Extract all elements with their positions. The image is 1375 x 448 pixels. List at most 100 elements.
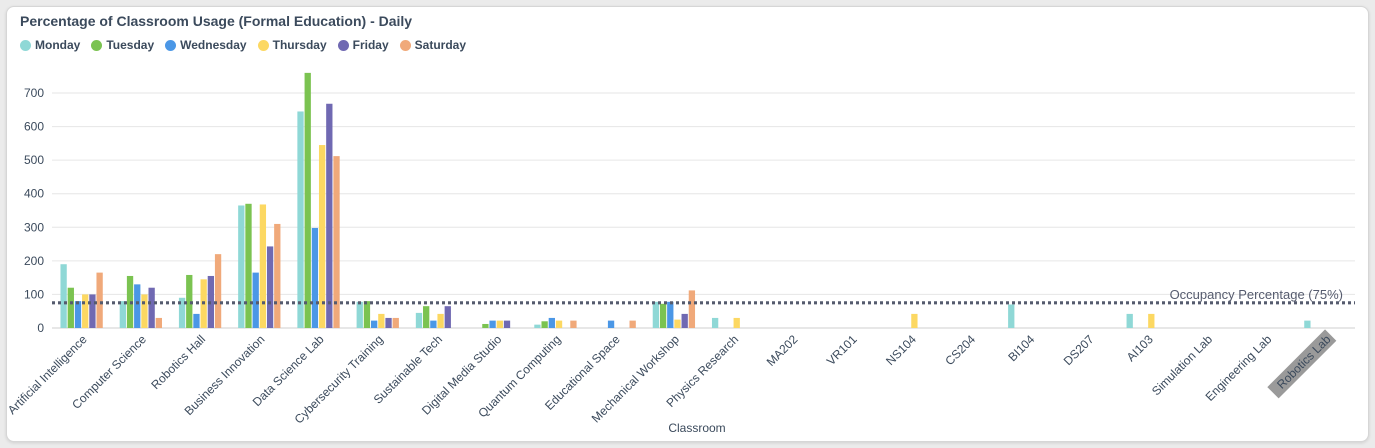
bar-wednesday — [607, 320, 615, 328]
bar-monday — [1304, 320, 1311, 328]
x-tick-label-group: CS204 — [942, 332, 978, 368]
bar-saturday — [96, 272, 103, 328]
chart-card — [6, 6, 1369, 442]
x-tick-label: DS207 — [1061, 332, 1097, 368]
y-tick-label: 500 — [24, 153, 44, 167]
legend-label: Saturday — [414, 38, 466, 52]
x-tick-label-group: AI103 — [1124, 332, 1156, 364]
bar-tuesday — [245, 203, 252, 328]
bar-wednesday — [193, 313, 200, 328]
bar-tuesday — [541, 321, 548, 328]
legend: Monday Tuesday Wednesday Thursday Friday Satu… — [20, 38, 466, 52]
x-tick-label-highlight — [1267, 329, 1337, 399]
x-tick-label: Simulation Lab — [1149, 332, 1215, 398]
occupancy-reference-label: Occupancy Percentage (75%) — [1170, 287, 1343, 302]
bar-monday — [1008, 304, 1015, 328]
legend-label: Tuesday — [106, 38, 155, 52]
bar-saturday — [392, 317, 399, 328]
bar-tuesday — [363, 301, 371, 328]
legend-item-saturday[interactable]: Saturday — [399, 38, 466, 52]
bar-saturday — [274, 223, 281, 328]
bar-thursday — [496, 320, 503, 328]
bar-saturday — [629, 320, 636, 328]
bar-thursday — [911, 313, 918, 328]
legend-item-friday[interactable]: Friday — [337, 38, 389, 52]
bar-thursday — [318, 145, 326, 328]
bar-friday — [89, 294, 96, 328]
bar-wednesday — [252, 272, 259, 328]
legend-label: Thursday — [272, 38, 327, 52]
bar-monday — [1126, 313, 1133, 328]
x-tick-label-group: Robotics Lab — [1267, 329, 1337, 399]
bar-thursday — [141, 294, 148, 328]
bar-friday — [326, 103, 333, 328]
legend-item-tuesday[interactable]: Tuesday — [91, 38, 154, 52]
bar-tuesday — [304, 72, 311, 328]
bar-wednesday — [667, 301, 674, 328]
x-tick-label-group: VR101 — [824, 332, 860, 368]
legend-label: Wednesday — [180, 38, 247, 52]
bar-thursday — [437, 313, 444, 328]
bar-monday — [415, 312, 423, 328]
bar-monday — [356, 301, 363, 328]
legend-label: Friday — [352, 38, 389, 52]
x-axis-title: Classroom — [668, 421, 725, 435]
bar-monday — [178, 297, 186, 328]
bar-wednesday — [489, 320, 496, 328]
legend-swatch — [91, 39, 103, 51]
y-tick-label: 400 — [24, 187, 44, 201]
y-tick-label: 0 — [37, 321, 44, 335]
legend-item-wednesday[interactable]: Wednesday — [165, 38, 247, 52]
bar-saturday — [214, 254, 222, 328]
bar-monday — [297, 111, 304, 328]
bar-tuesday — [423, 306, 430, 328]
x-tick-label: Robotics Lab — [1274, 332, 1334, 392]
bar-saturday — [688, 290, 696, 328]
legend-item-thursday[interactable]: Thursday — [257, 38, 327, 52]
y-tick-label: 100 — [24, 287, 44, 301]
x-tick-label: BI104 — [1005, 332, 1037, 364]
bar-monday — [60, 264, 67, 328]
bar-saturday — [155, 317, 162, 328]
bar-monday — [534, 324, 541, 328]
x-tick-label-group: DS207 — [1061, 332, 1097, 368]
bar-saturday — [570, 320, 577, 328]
x-tick-label-group: Simulation Lab — [1149, 332, 1215, 398]
bar-tuesday — [659, 303, 667, 328]
x-tick-label: AI103 — [1124, 332, 1156, 364]
legend-swatch — [337, 39, 349, 51]
bar-wednesday — [548, 317, 555, 328]
legend-swatch — [165, 39, 177, 51]
bar-wednesday — [134, 284, 141, 328]
bar-tuesday — [67, 287, 74, 328]
bar-thursday — [1148, 313, 1155, 328]
legend-swatch — [20, 39, 31, 51]
bar-friday — [503, 320, 511, 328]
bar-friday — [266, 246, 274, 328]
chart-title: Percentage of Classroom Usage (Formal Ed… — [20, 13, 413, 29]
legend-swatch — [399, 39, 411, 51]
bar-monday — [711, 317, 719, 328]
bar-friday — [681, 313, 688, 328]
bar-thursday — [82, 294, 89, 328]
bar-wednesday — [371, 320, 378, 328]
x-tick-label-group: BI104 — [1005, 332, 1037, 364]
x-tick-label: NS104 — [883, 332, 919, 368]
bar-thursday — [733, 317, 740, 328]
bar-tuesday — [482, 323, 489, 328]
y-tick-label: 300 — [24, 220, 44, 234]
bar-thursday — [259, 204, 267, 328]
bar-friday — [385, 317, 392, 328]
x-tick-label: MA202 — [764, 332, 801, 369]
bar-thursday — [378, 313, 385, 328]
bar-thursday — [674, 319, 681, 328]
legend-label: Monday — [35, 38, 81, 52]
legend-item-monday[interactable]: Monday — [20, 38, 80, 52]
bar-monday — [652, 301, 660, 328]
x-tick-label-group: NS104 — [883, 332, 919, 368]
bar-thursday — [555, 320, 563, 328]
y-tick-label: 600 — [24, 120, 44, 134]
x-tick-label: VR101 — [824, 332, 860, 368]
x-tick-label: Robotics Hall — [148, 332, 208, 392]
